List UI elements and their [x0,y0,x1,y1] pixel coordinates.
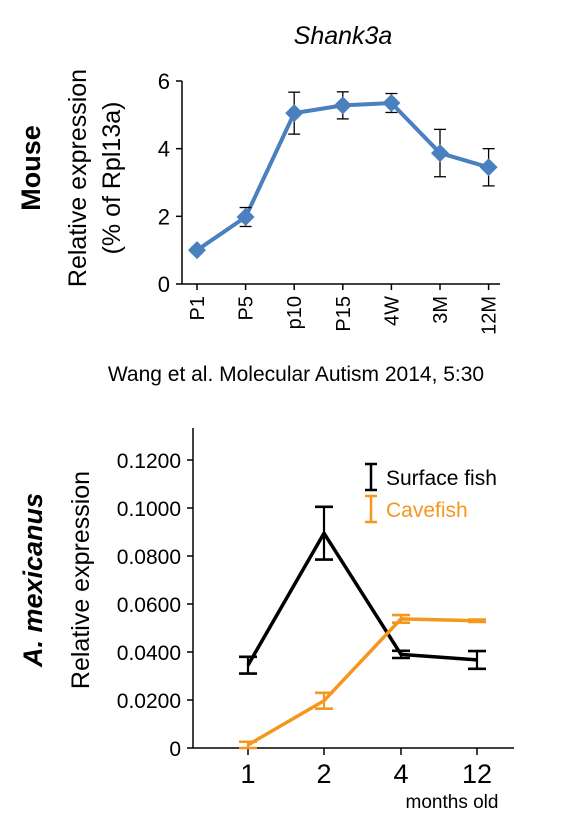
y-axis-label-line2: (% of Rpl13a) [98,102,126,255]
x-tick-label: 12 [462,759,492,789]
x-tick-label: 1 [240,759,255,789]
surface-fish-line [246,531,478,667]
x-tick-label: P5 [236,296,258,320]
y-axis-label-line1: Relative expression [64,69,92,287]
data-point [236,208,255,227]
data-point [382,93,401,112]
x-tick-label: 4W [381,296,403,326]
data-point [479,158,498,177]
x-tick-label: 2 [316,759,331,789]
y-tick-label: 0.1000 [117,498,181,521]
x-tick-label: P15 [333,296,355,332]
cavefish-line [247,617,478,747]
data-point [285,104,304,123]
mouse-side-label: Mouse [16,125,46,211]
y-tick-label: 0 [169,738,181,761]
x-tick-label: 12M [479,296,501,335]
y-tick-label: 0 [158,272,170,297]
mouse-chart: Mouse Shank3a Relative expression (% of … [16,22,501,386]
y-axis-label: Relative expression [67,471,95,689]
y-tick-label: 0.0600 [117,594,181,617]
x-tick-label: P1 [187,296,209,320]
citation: Wang et al. Molecular Autism 2014, 5:30 [108,363,484,386]
y-tick-label: 6 [158,69,170,94]
data-point [333,96,352,115]
data-point [188,241,206,260]
y-tick-label: 0.0800 [117,546,181,569]
surface-fish-legend-label: Surface fish [386,467,497,490]
y-tick-label: 2 [158,204,170,229]
cavefish-legend-label: Cavefish [386,499,468,522]
fish-side-label: A. mexicanus [18,493,48,668]
x-tick-label: 3M [430,296,452,324]
x-tick-label: 4 [393,759,408,789]
y-tick-label: 0.0400 [117,642,181,665]
data-point [431,144,449,163]
x-axis-label: months old [406,792,499,813]
y-tick-label: 4 [158,137,170,162]
chart-title: Shank3a [294,22,393,50]
y-tick-label: 0.0200 [117,690,181,713]
y-tick-label: 0.1200 [117,450,181,473]
fish-chart: A. mexicanus Relative expression 0 0.0200… [18,428,514,813]
x-tick-label: p10 [284,296,306,329]
